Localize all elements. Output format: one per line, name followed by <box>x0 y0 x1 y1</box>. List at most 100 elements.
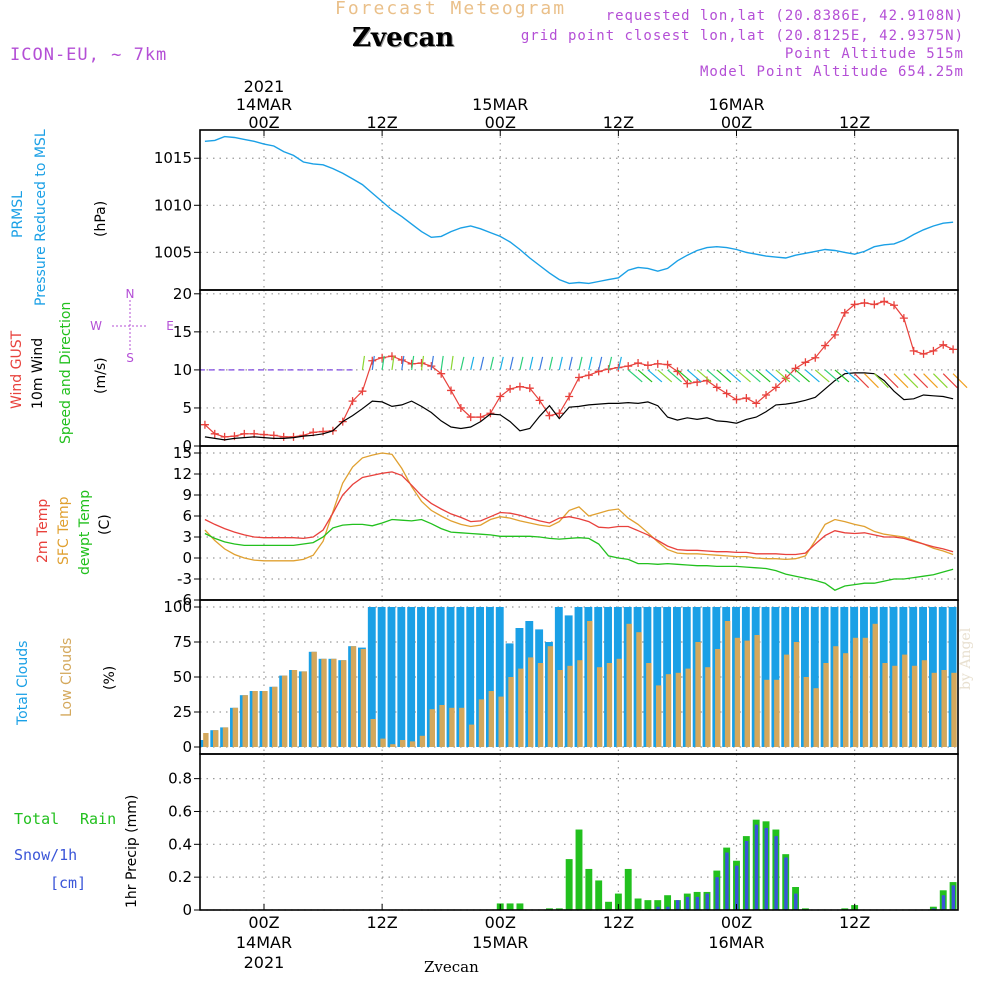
gust-marker <box>515 382 524 391</box>
wind-direction-arrow <box>529 356 534 371</box>
gust-marker <box>368 356 377 365</box>
wind-direction-arrow <box>489 356 494 371</box>
snow-bar <box>744 841 749 910</box>
gust-marker <box>683 379 692 388</box>
total-clouds-bar <box>367 607 376 747</box>
rain-bar <box>585 868 593 910</box>
wind-direction-arrow <box>440 355 444 370</box>
gust-marker <box>909 346 918 355</box>
gust-marker <box>486 409 495 418</box>
low-clouds-bar <box>744 640 750 747</box>
gust-marker <box>830 330 839 339</box>
snow-bar <box>764 827 769 910</box>
low-clouds-bar <box>813 688 819 747</box>
gust-marker <box>890 301 899 310</box>
total-clouds-bar <box>653 607 662 747</box>
wind-direction-arrow <box>667 369 682 383</box>
compass-icon <box>112 300 148 352</box>
wind-direction-arrow <box>864 373 879 389</box>
gust-marker <box>575 373 583 382</box>
wind-direction-arrow <box>450 355 454 370</box>
wind-direction-arrow <box>736 369 751 383</box>
wind-direction-arrow <box>637 369 653 383</box>
bottom-date-label: 16MAR <box>708 933 764 952</box>
low-clouds-bar <box>646 663 652 747</box>
wind-direction-arrow <box>578 356 583 371</box>
low-clouds-bar <box>537 663 544 747</box>
requested-location: requested lon,lat (20.8386E, 42.9108N) <box>605 8 964 24</box>
rain-bar <box>664 895 672 910</box>
bottom-hour-label: 12Z <box>366 913 397 932</box>
snow-bar <box>951 885 956 910</box>
low-clouds-bar <box>951 672 957 747</box>
y-tick-label: 12 <box>173 465 192 483</box>
low-clouds-bar <box>902 654 908 747</box>
low-clouds-bar <box>488 691 495 747</box>
total-clouds-bar <box>456 607 465 747</box>
low-clouds-bar <box>252 691 258 747</box>
y-tick-label: 5 <box>182 399 192 417</box>
low-clouds-bar <box>478 699 485 747</box>
low-clouds-bar <box>508 677 514 747</box>
total-clouds-bar <box>495 607 504 747</box>
wind-direction-arrow <box>814 369 830 383</box>
rain-bar <box>614 893 622 910</box>
rain-bar <box>654 900 662 910</box>
chart-title: Zvecan <box>352 23 455 53</box>
gust-marker <box>496 392 505 401</box>
wind-direction-arrow <box>470 356 475 371</box>
gust-marker <box>466 413 475 422</box>
gust-marker <box>899 314 908 323</box>
wind-direction-arrow <box>824 369 840 383</box>
y-tick-label: 15 <box>173 323 192 341</box>
gust-marker <box>555 409 564 418</box>
gust-marker <box>712 383 721 392</box>
rain-bar <box>634 898 642 910</box>
top-date-label: 15MAR <box>472 95 528 114</box>
gust-marker <box>387 352 396 361</box>
wind-direction-arrow <box>913 373 929 389</box>
low-clouds-bar <box>301 671 308 747</box>
wind-direction-arrow <box>479 356 485 371</box>
wind-direction-arrow <box>745 369 761 383</box>
low-clouds-bar <box>331 658 337 747</box>
gust-marker <box>771 383 780 392</box>
snow-bar <box>754 824 759 910</box>
series-line-wind <box>204 372 954 441</box>
panel-frame <box>199 753 959 911</box>
top-hour-label: 00Z <box>485 113 516 132</box>
snow-bar <box>931 908 936 910</box>
low-clouds-bar <box>734 637 741 747</box>
y-tick-label: 100 <box>163 598 192 616</box>
y-tick-label: 75 <box>173 633 192 651</box>
y-tick-label: 0 <box>182 901 192 919</box>
y-tick-label: 3 <box>182 528 192 546</box>
gust-marker <box>850 300 859 309</box>
wind-direction-arrow <box>647 369 663 383</box>
low-clouds-bar <box>931 672 938 747</box>
low-clouds-bar <box>724 621 731 747</box>
gust-marker <box>584 371 593 380</box>
y-tick-label: 20 <box>173 285 192 303</box>
y-tick-label: 0 <box>182 738 192 756</box>
low-clouds-bar <box>587 621 593 747</box>
gust-marker <box>840 308 849 317</box>
low-clouds-bar <box>921 660 928 747</box>
total-clouds-bar <box>436 607 445 747</box>
rain-bar <box>565 859 573 910</box>
low-clouds-bar <box>528 657 534 747</box>
total-clouds-bar <box>397 607 406 747</box>
low-clouds-bar <box>321 658 327 747</box>
low-clouds-bar <box>596 667 603 747</box>
wind-direction-arrow <box>765 369 781 383</box>
gust-marker <box>860 298 869 307</box>
low-clouds-bar <box>498 696 504 747</box>
gust-marker <box>437 369 446 378</box>
gust-marker <box>634 359 643 368</box>
low-clouds-bar <box>459 707 465 747</box>
snow-bar <box>675 900 680 910</box>
low-clouds-bar <box>675 672 682 747</box>
wind-direction-arrow <box>430 355 434 370</box>
low-clouds-bar <box>242 695 248 747</box>
wind-direction-arrow <box>883 373 899 389</box>
